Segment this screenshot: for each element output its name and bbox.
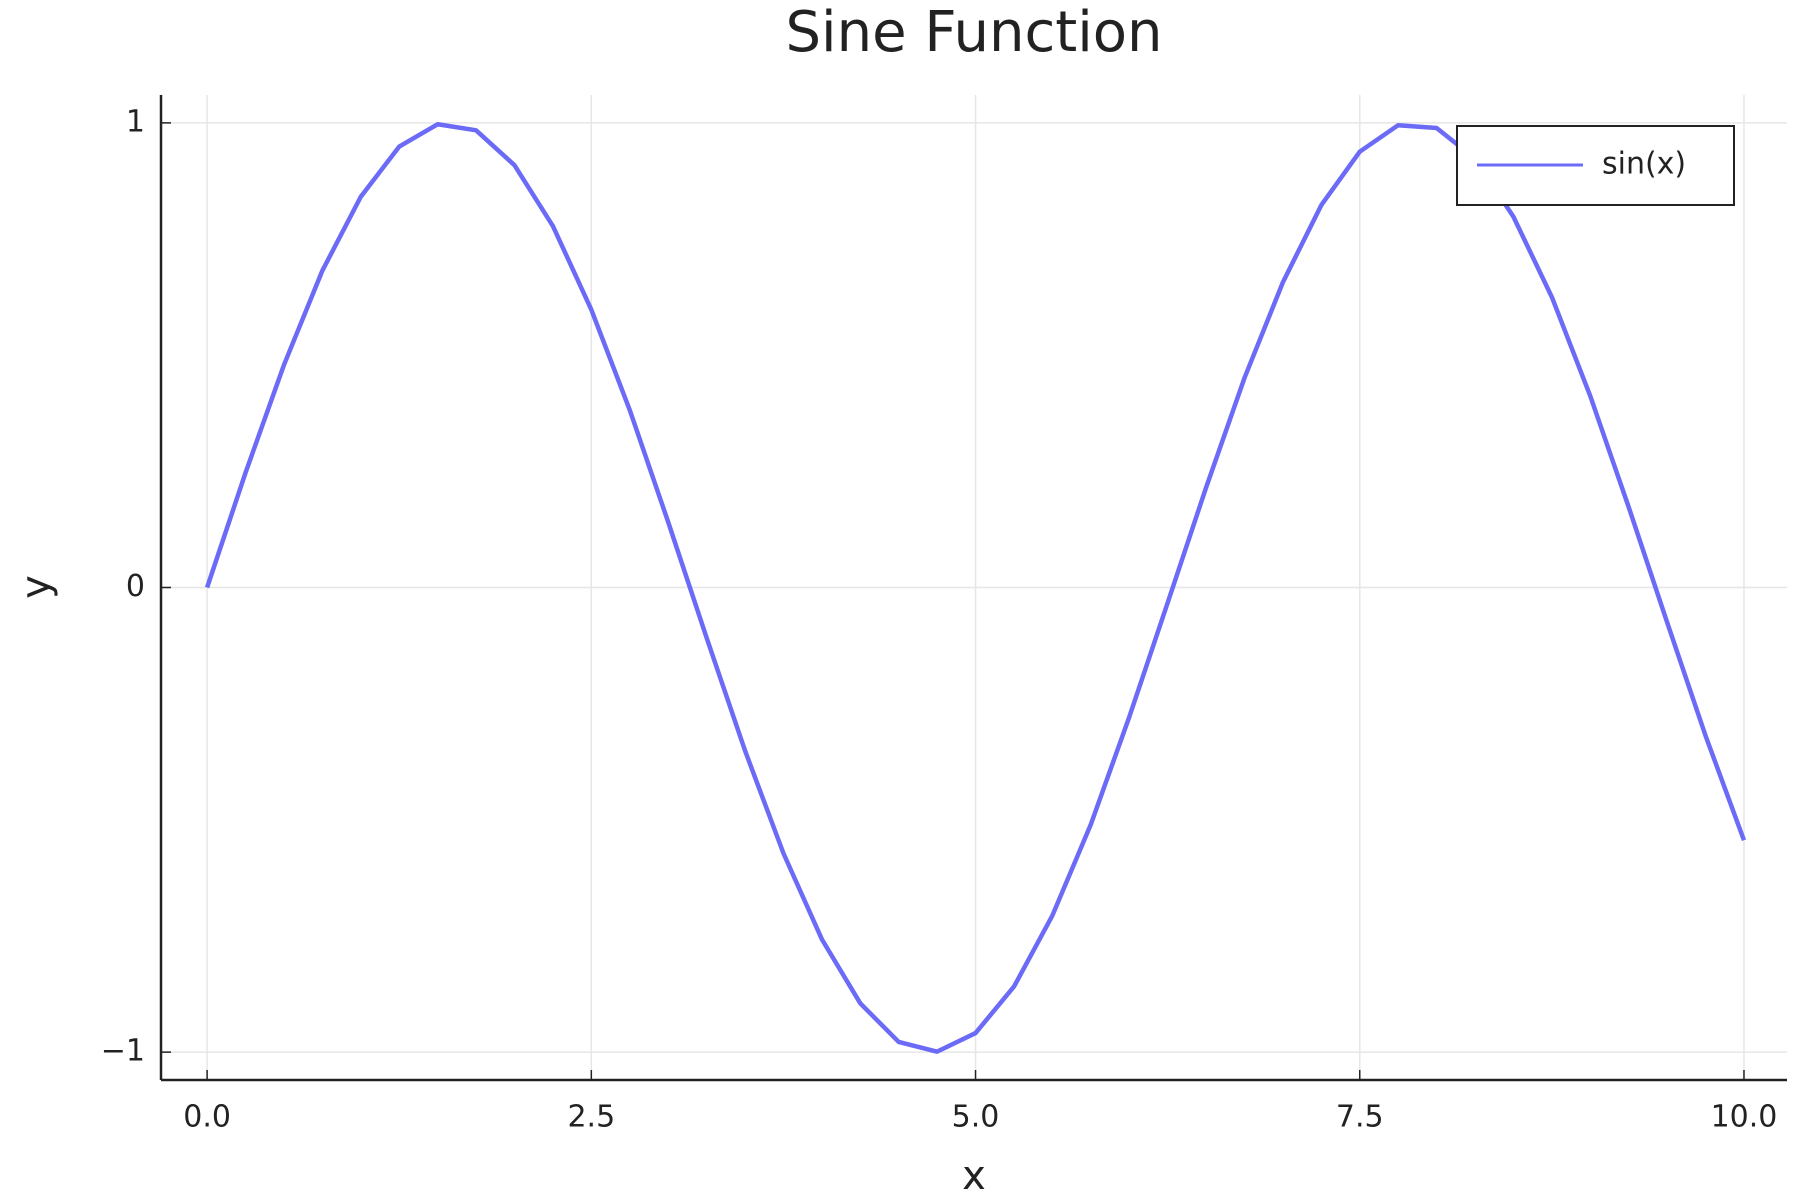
x-tick-label: 10.0 xyxy=(1711,1100,1778,1135)
x-tick-label: 2.5 xyxy=(567,1100,615,1135)
y-tick-label: −1 xyxy=(101,1034,145,1069)
x-tick-label: 0.0 xyxy=(183,1100,231,1135)
x-tick-label: 7.5 xyxy=(1336,1100,1384,1135)
y-axis-label: y xyxy=(13,575,59,599)
y-tick-label: 0 xyxy=(126,569,145,604)
x-tick-label: 5.0 xyxy=(952,1100,1000,1135)
x-axis-label: x xyxy=(962,1153,986,1199)
legend-label: sin(x) xyxy=(1602,147,1686,182)
chart-title: Sine Function xyxy=(785,0,1162,65)
y-tick-label: 1 xyxy=(126,104,145,139)
